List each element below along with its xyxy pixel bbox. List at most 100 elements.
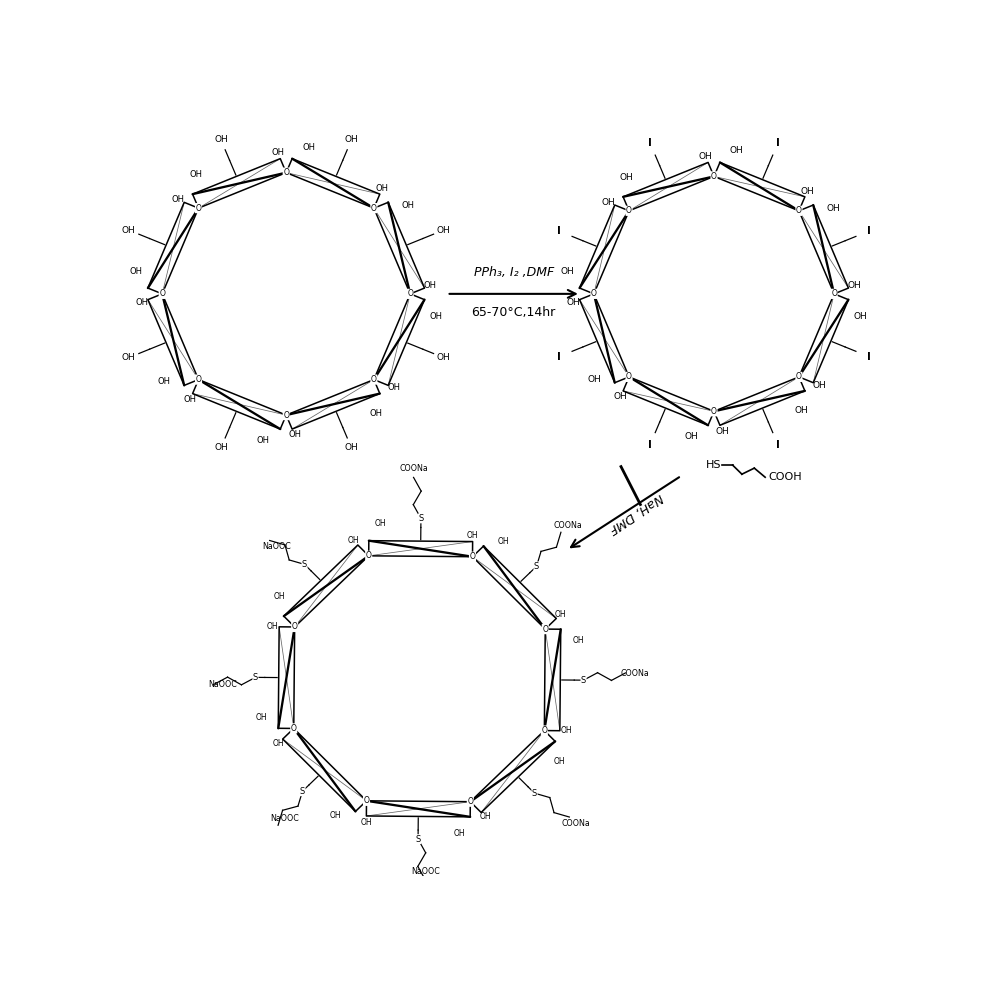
Text: OH: OH <box>716 427 729 436</box>
Text: O: O <box>591 289 597 298</box>
Text: OH: OH <box>184 395 197 403</box>
Text: OH: OH <box>588 375 601 384</box>
Text: O: O <box>371 204 377 213</box>
Text: O: O <box>292 623 298 632</box>
Text: OH: OH <box>214 443 228 453</box>
Text: I: I <box>648 138 652 148</box>
Text: O: O <box>626 207 632 215</box>
Text: OH: OH <box>402 202 415 211</box>
Text: O: O <box>470 552 475 561</box>
Text: I: I <box>776 440 780 451</box>
Text: O: O <box>196 204 201 213</box>
Text: OH: OH <box>467 530 478 540</box>
Text: 65-70°C,14hr: 65-70°C,14hr <box>472 306 556 319</box>
Text: OH: OH <box>555 609 567 619</box>
Text: S: S <box>415 834 421 843</box>
Text: NaOOC: NaOOC <box>411 867 440 876</box>
Text: O: O <box>711 406 717 416</box>
Text: S: S <box>300 786 305 796</box>
Text: OH: OH <box>257 436 270 445</box>
Text: OH: OH <box>812 381 826 390</box>
Text: COONa: COONa <box>620 668 649 678</box>
Text: S: S <box>418 514 424 523</box>
Text: OH: OH <box>172 196 185 205</box>
Text: O: O <box>291 724 297 733</box>
Text: O: O <box>366 551 372 560</box>
Text: I: I <box>648 440 652 451</box>
Text: O: O <box>711 172 717 181</box>
Text: O: O <box>541 726 547 735</box>
Text: I: I <box>557 351 561 361</box>
Text: OH: OH <box>135 297 148 307</box>
Text: OH: OH <box>853 312 867 321</box>
Text: OH: OH <box>376 184 389 193</box>
Text: OH: OH <box>699 153 712 161</box>
Text: OH: OH <box>614 393 628 401</box>
Text: OH: OH <box>560 726 572 735</box>
Text: OH: OH <box>190 170 203 179</box>
Text: OH: OH <box>561 268 575 277</box>
Text: OH: OH <box>361 818 372 827</box>
Text: NaOOC: NaOOC <box>270 815 299 824</box>
Text: OH: OH <box>330 811 341 821</box>
Text: O: O <box>467 797 473 806</box>
Text: OH: OH <box>288 430 301 440</box>
Text: OH: OH <box>800 187 814 196</box>
Text: S: S <box>253 673 258 682</box>
Text: OH: OH <box>437 353 450 362</box>
Text: OH: OH <box>274 592 285 601</box>
Text: OH: OH <box>157 378 170 387</box>
Text: O: O <box>626 372 632 382</box>
Text: OH: OH <box>602 198 616 207</box>
Text: O: O <box>196 375 201 384</box>
Text: PPh₃, I₂ ,DMF: PPh₃, I₂ ,DMF <box>474 266 554 278</box>
Text: OH: OH <box>255 713 267 722</box>
Text: OH: OH <box>848 281 861 290</box>
Text: O: O <box>364 796 369 805</box>
Text: OH: OH <box>130 268 143 277</box>
Text: COONa: COONa <box>561 819 590 828</box>
Text: OH: OH <box>388 384 401 393</box>
Text: OH: OH <box>437 225 450 234</box>
Text: OH: OH <box>267 622 279 632</box>
Text: O: O <box>283 168 289 177</box>
Text: O: O <box>831 289 837 298</box>
Text: O: O <box>796 207 802 215</box>
Text: OH: OH <box>827 204 840 213</box>
Text: OH: OH <box>684 432 698 442</box>
Text: O: O <box>407 289 413 298</box>
Text: OH: OH <box>122 353 136 362</box>
Text: S: S <box>581 676 586 685</box>
Text: O: O <box>371 375 377 384</box>
Text: OH: OH <box>424 281 437 290</box>
Text: O: O <box>283 410 289 419</box>
Text: COONa: COONa <box>399 463 428 473</box>
Text: I: I <box>867 351 871 361</box>
Text: OH: OH <box>271 149 284 157</box>
Text: NaOOC: NaOOC <box>208 680 237 689</box>
Text: I: I <box>557 226 561 236</box>
Text: O: O <box>159 289 165 298</box>
Text: OH: OH <box>567 297 580 307</box>
Text: OH: OH <box>554 757 565 766</box>
Text: OH: OH <box>302 143 315 152</box>
Text: OH: OH <box>122 225 136 234</box>
Text: COONa: COONa <box>553 522 582 530</box>
Text: I: I <box>867 226 871 236</box>
Text: OH: OH <box>272 739 284 748</box>
Text: OH: OH <box>214 136 228 145</box>
Text: OH: OH <box>430 312 443 321</box>
Text: O: O <box>796 372 802 382</box>
Text: OH: OH <box>498 537 509 546</box>
Text: NaH, DMF: NaH, DMF <box>606 490 665 535</box>
Text: OH: OH <box>480 813 491 822</box>
Text: OH: OH <box>374 520 386 528</box>
Text: COOH: COOH <box>768 472 802 482</box>
Text: S: S <box>302 560 307 569</box>
Text: OH: OH <box>453 830 465 838</box>
Text: S: S <box>532 788 537 798</box>
Text: HS: HS <box>706 461 722 470</box>
Text: OH: OH <box>795 406 808 415</box>
Text: OH: OH <box>370 409 383 418</box>
Text: OH: OH <box>730 147 744 155</box>
